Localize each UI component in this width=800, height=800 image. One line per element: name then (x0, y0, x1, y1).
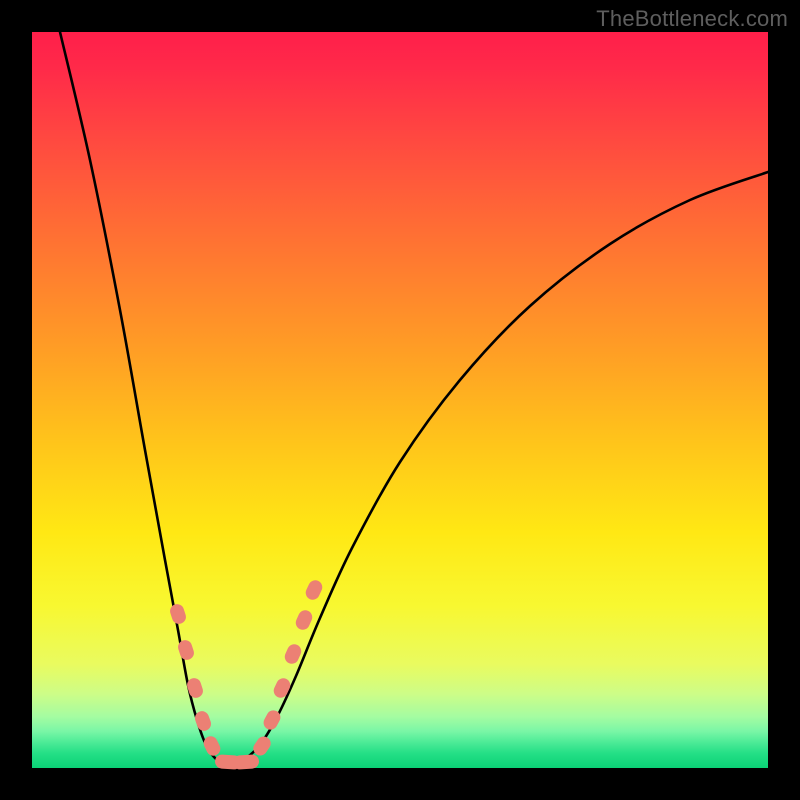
bead (303, 578, 324, 602)
bead (201, 734, 222, 758)
chart-canvas: TheBottleneck.com (0, 0, 800, 800)
bead (271, 676, 292, 700)
bead (168, 602, 187, 625)
beads-group (168, 578, 324, 770)
bead (251, 734, 274, 758)
watermark-text: TheBottleneck.com (596, 6, 788, 32)
bead (294, 608, 315, 632)
bead (233, 754, 260, 770)
bottleneck-curve (0, 0, 800, 800)
curve-path (60, 32, 768, 764)
